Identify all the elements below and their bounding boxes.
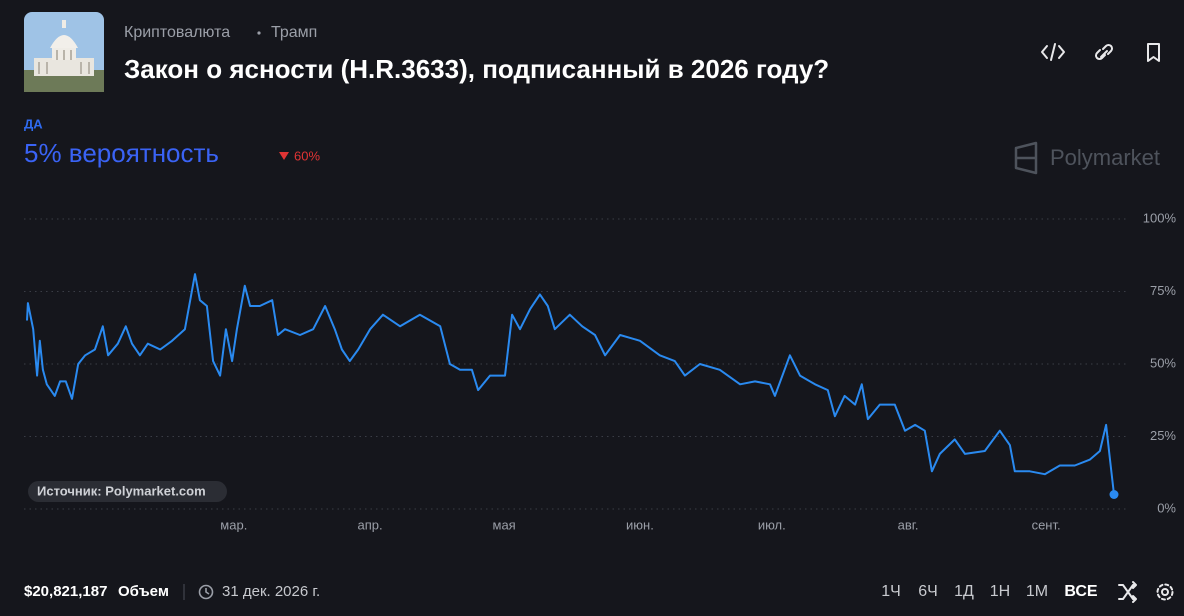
range-button[interactable]: 1Д [954,583,974,600]
y-tick-label: 50% [1150,355,1176,370]
shuffle-button[interactable] [1118,581,1137,603]
range-button[interactable]: 6Ч [918,583,938,600]
source-badge [28,481,227,502]
brand-name: Polymarket [1050,145,1160,170]
x-tick-label: сент. [1032,517,1061,532]
volume-label: Объем [118,583,169,600]
probability-change: 60% [294,148,320,163]
category[interactable]: Криптовалюта [124,24,230,41]
range-selector: 1Ч 6Ч 1Д 1Н 1М ВСЕ [881,583,1098,600]
volume: $20,821,187 [24,583,107,600]
current-point [1109,490,1119,499]
y-tick-label: 100% [1143,210,1177,225]
range-button[interactable]: 1Н [990,583,1010,600]
tag[interactable]: Трамп [271,24,317,41]
market-title: Закон о ясности (H.R.3633), подписанный … [124,54,829,84]
y-tick-label: 25% [1150,428,1176,443]
link-button[interactable] [1094,43,1114,61]
market-image [24,12,104,92]
settings-button[interactable] [1156,583,1174,601]
brand-logo [1014,141,1038,175]
x-tick-label: мар. [220,517,247,532]
clock-icon [198,584,214,600]
range-button[interactable]: ВСЕ [1064,583,1098,600]
outcome-name: ДА [24,116,43,131]
end-date: 31 дек. 2026 г. [222,583,320,600]
x-tick-label: апр. [358,517,383,532]
x-tick-label: авг. [898,517,919,532]
price-line [26,273,1115,495]
x-tick-label: июл. [758,517,786,532]
source: Источник: Polymarket.com [37,483,206,498]
range-button[interactable]: 1Ч [881,583,901,600]
x-tick-label: июн. [626,517,654,532]
probability: 5% вероятность [24,138,219,168]
x-tick-label: мая [493,517,516,532]
change-arrow [279,152,289,160]
bookmark-button[interactable] [1147,43,1160,62]
y-tick-label: 0% [1157,500,1176,515]
y-tick-label: 75% [1150,283,1176,298]
range-button[interactable]: 1М [1026,583,1048,600]
separator [257,31,261,35]
embed-button[interactable] [1041,43,1065,61]
price-chart: 0% 25% 50% 75% 100% мар. апр. мая июн. июл. авг. се… [24,210,1176,532]
